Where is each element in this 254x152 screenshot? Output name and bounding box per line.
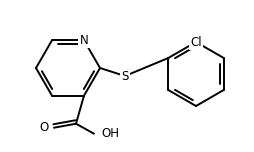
Text: O: O [40,121,49,134]
Text: OH: OH [101,127,119,140]
Text: N: N [80,34,88,47]
Text: S: S [121,69,129,83]
Text: Cl: Cl [190,36,202,48]
